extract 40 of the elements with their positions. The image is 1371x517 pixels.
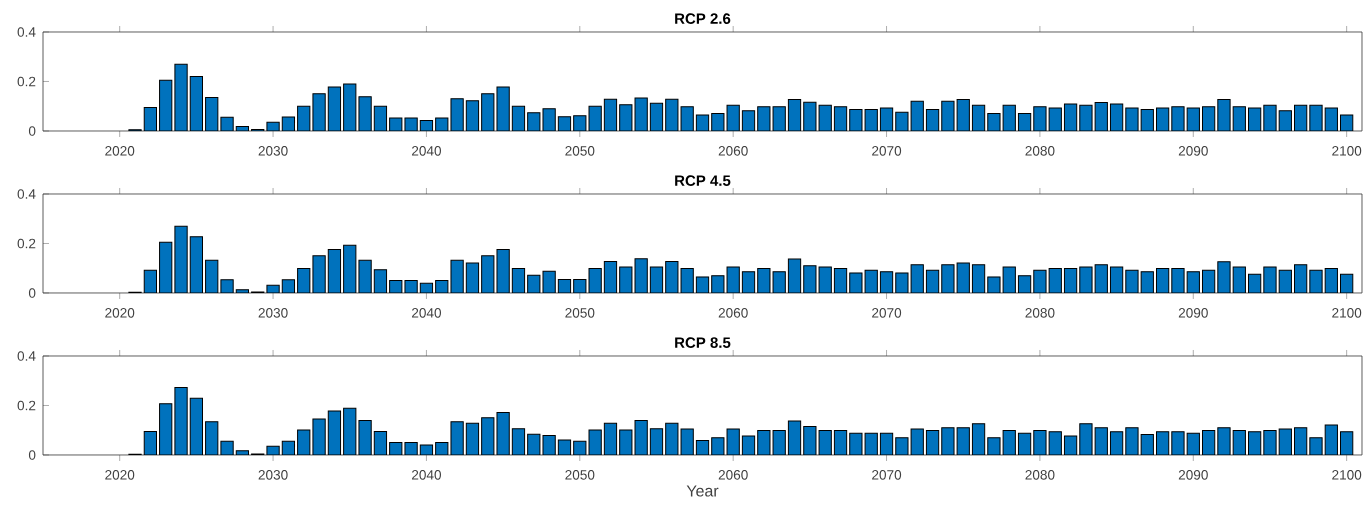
y-tick-label: 0.2 xyxy=(17,76,36,87)
x-tick-label: 2050 xyxy=(565,308,595,318)
x-tick-label: 2090 xyxy=(1178,146,1208,156)
y-tick-label: 0.2 xyxy=(17,238,36,249)
x-tick-label: 2040 xyxy=(412,470,442,480)
x-tick-label: 2040 xyxy=(412,146,442,156)
x-tick-label: 2080 xyxy=(1025,308,1055,318)
x-tick-label: 2020 xyxy=(105,308,135,318)
chart-title: RCP 4.5 xyxy=(675,175,731,186)
y-tick-label: 0.2 xyxy=(17,400,36,411)
x-tick-label: 2030 xyxy=(258,146,288,156)
y-tick-label: 0 xyxy=(28,288,36,298)
x-tick-label: 2060 xyxy=(718,308,748,318)
x-tick-label: 2090 xyxy=(1178,470,1208,480)
x-axis-title: Year xyxy=(686,485,719,497)
x-tick-label: 2100 xyxy=(1332,146,1362,156)
x-tick-label: 2090 xyxy=(1178,308,1208,318)
x-tick-label: 2020 xyxy=(105,146,135,156)
x-tick-label: 2080 xyxy=(1025,146,1055,156)
x-tick-label: 2060 xyxy=(718,146,748,156)
chart-title: RCP 8.5 xyxy=(675,337,731,348)
y-tick-label: 0.4 xyxy=(17,27,36,37)
y-tick-label: 0 xyxy=(28,126,36,136)
x-tick-label: 2100 xyxy=(1332,470,1362,480)
x-tick-label: 2040 xyxy=(412,308,442,318)
x-tick-label: 2030 xyxy=(258,470,288,480)
x-tick-label: 2070 xyxy=(872,146,902,156)
chart-title: RCP 2.6 xyxy=(675,13,731,24)
y-tick-label: 0 xyxy=(28,450,36,460)
y-tick-label: 0.4 xyxy=(17,189,36,199)
x-tick-label: 2030 xyxy=(258,308,288,318)
x-tick-label: 2070 xyxy=(872,308,902,318)
x-tick-label: 2070 xyxy=(872,470,902,480)
x-tick-label: 2100 xyxy=(1332,308,1362,318)
x-tick-label: 2050 xyxy=(565,146,595,156)
y-tick-label: 0.4 xyxy=(17,351,36,361)
x-tick-label: 2060 xyxy=(718,470,748,480)
x-tick-label: 2020 xyxy=(105,470,135,480)
x-tick-label: 2050 xyxy=(565,470,595,480)
x-tick-label: 2080 xyxy=(1025,470,1055,480)
